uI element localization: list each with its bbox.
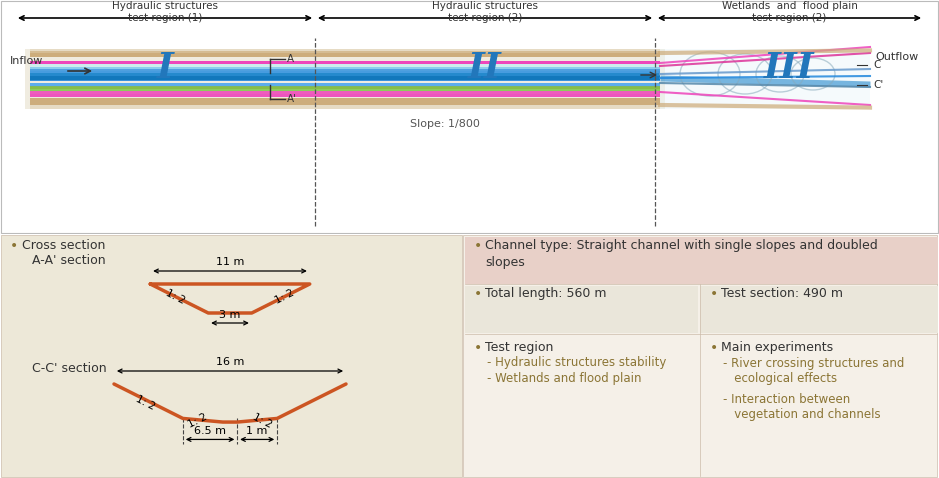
Text: - Hydraulic structures stability: - Hydraulic structures stability — [487, 356, 667, 369]
Text: 1: 2: 1: 2 — [251, 412, 273, 430]
Text: 1: 2: 1: 2 — [133, 394, 156, 412]
Bar — [465, 286, 698, 333]
Bar — [463, 235, 937, 477]
Text: 11 m: 11 m — [216, 257, 244, 267]
Text: Outflow: Outflow — [875, 52, 918, 62]
Text: 16 m: 16 m — [216, 357, 244, 367]
Text: •: • — [474, 287, 483, 301]
Text: Slope: 1/800: Slope: 1/800 — [410, 119, 480, 129]
Text: - Interaction between
   vegetation and channels: - Interaction between vegetation and cha… — [723, 393, 881, 421]
Text: III: III — [764, 51, 815, 85]
Bar — [465, 237, 938, 284]
Text: Wetlands  and  flood plain
test region (2): Wetlands and flood plain test region (2) — [721, 1, 857, 23]
Text: 1: 2: 1: 2 — [187, 412, 209, 430]
Text: C': C' — [873, 80, 884, 90]
Text: C-C' section: C-C' section — [32, 362, 107, 375]
Text: Main experiments: Main experiments — [721, 341, 833, 354]
Text: Inflow: Inflow — [10, 56, 43, 66]
Bar — [700, 286, 938, 333]
Text: •: • — [474, 239, 483, 253]
Text: II: II — [469, 51, 501, 85]
Text: C: C — [873, 60, 881, 70]
Text: A-A' section: A-A' section — [32, 254, 105, 267]
Text: Test region: Test region — [485, 341, 553, 354]
Text: •: • — [474, 341, 483, 355]
Text: A: A — [287, 54, 294, 64]
Bar — [25, 49, 665, 109]
Text: Test section: 490 m: Test section: 490 m — [721, 287, 843, 300]
Text: •: • — [10, 239, 18, 253]
Text: 6.5 m: 6.5 m — [194, 426, 226, 436]
Text: I: I — [157, 51, 174, 85]
Text: 1: 2: 1: 2 — [164, 287, 187, 305]
Text: Hydraulic structures
test region (2): Hydraulic structures test region (2) — [432, 1, 538, 23]
Text: 3 m: 3 m — [220, 310, 240, 320]
Text: 1 m: 1 m — [247, 426, 268, 436]
Text: - River crossing structures and
   ecological effects: - River crossing structures and ecologic… — [723, 357, 904, 385]
Text: •: • — [710, 287, 718, 301]
Text: A': A' — [287, 94, 297, 104]
Text: •: • — [710, 341, 718, 355]
Text: Cross section: Cross section — [22, 239, 105, 252]
Text: - Wetlands and flood plain: - Wetlands and flood plain — [487, 372, 641, 385]
Text: Channel type: Straight channel with single slopes and doubled
slopes: Channel type: Straight channel with sing… — [485, 239, 878, 269]
Text: 1: 2: 1: 2 — [273, 287, 296, 305]
Text: Total length: 560 m: Total length: 560 m — [485, 287, 607, 300]
Text: Hydraulic structures
test region (1): Hydraulic structures test region (1) — [112, 1, 218, 23]
Bar — [1, 235, 462, 477]
